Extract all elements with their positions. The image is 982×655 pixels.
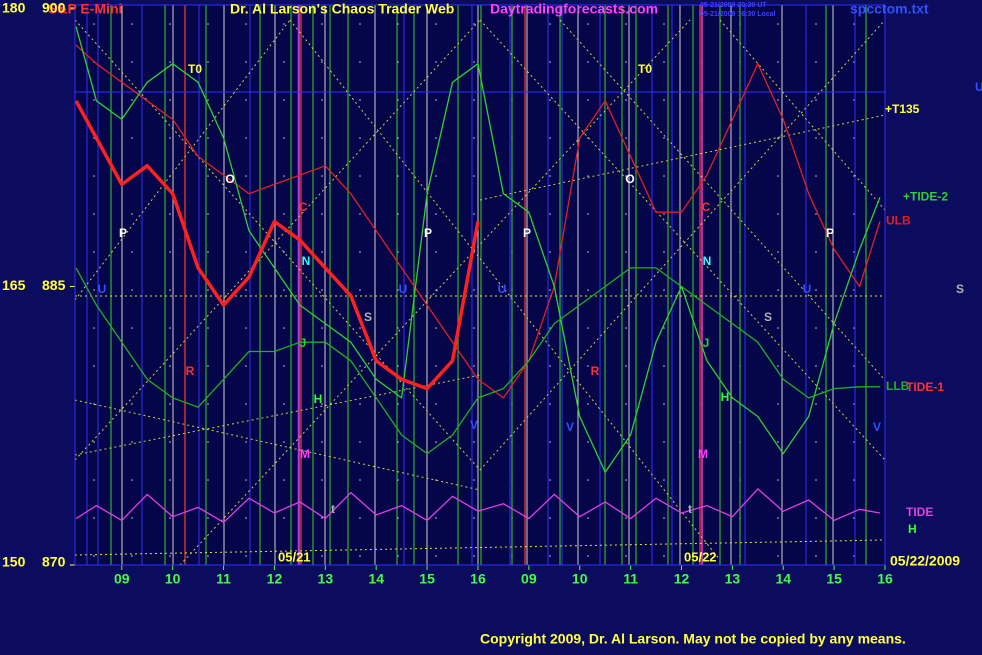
- date-label: 05/22/2009: [890, 553, 960, 569]
- plot-frame: [74, 4, 886, 566]
- geometry-line: [289, 19, 721, 561]
- timestamp: 05-21/2009 20:30 UT: [700, 2, 767, 9]
- annotation: J: [703, 336, 710, 350]
- date-label: 05/21: [278, 549, 311, 564]
- series-line: [75, 26, 881, 473]
- dot-grid: [75, 5, 885, 565]
- annotation: V: [566, 420, 574, 434]
- annotation: t: [331, 502, 335, 516]
- y-tick-label: 900: [42, 0, 66, 16]
- x-tick-label: 10: [165, 571, 181, 587]
- x-tick-label: 13: [318, 571, 334, 587]
- annotation: S: [764, 310, 772, 324]
- series-label: LLB: [886, 379, 910, 393]
- annotation: C: [299, 200, 308, 214]
- x-tick-label: 15: [826, 571, 842, 587]
- file-name: spcctom.txt: [850, 1, 929, 17]
- geometry-line: [479, 19, 886, 471]
- x-tick-label: 16: [470, 571, 486, 587]
- geometry-line: [74, 374, 481, 456]
- series-label: +TIDE-2: [903, 190, 948, 204]
- x-tick-label: 12: [267, 571, 283, 587]
- y2-tick-label: 165: [2, 277, 26, 293]
- x-tick-label: 13: [725, 571, 741, 587]
- annotation: +T135: [885, 102, 920, 116]
- annotation: U: [98, 282, 107, 296]
- geometry-line: [559, 19, 886, 381]
- timestamp: 05-21/2009 16:30 Local: [700, 11, 776, 18]
- geometry-line: [719, 19, 886, 211]
- annotation: S: [956, 282, 964, 296]
- annotation: R: [591, 364, 600, 378]
- series-line: [75, 44, 881, 399]
- x-tick-label: 11: [216, 571, 231, 587]
- annotation: O: [625, 172, 634, 186]
- annotation: O: [225, 172, 234, 186]
- series-label: TIDE: [906, 505, 933, 519]
- annotation: J: [300, 336, 307, 350]
- price-line: [74, 99, 480, 391]
- date-label: 05/22: [684, 549, 717, 564]
- y-tick-label: 885: [42, 277, 66, 293]
- x-tick-label: 09: [114, 571, 130, 587]
- x-tick-label: 16: [877, 571, 893, 587]
- x-tick-label: 09: [521, 571, 537, 587]
- annotation: V: [470, 418, 478, 432]
- annotation: R: [186, 364, 195, 378]
- annotation: V: [873, 420, 881, 434]
- annotation: T0: [188, 62, 202, 76]
- x-tick-label: 14: [775, 571, 791, 587]
- x-tick-label: 12: [674, 571, 690, 587]
- annotation: TIDE-1: [906, 380, 944, 394]
- annotation: N: [703, 254, 712, 268]
- annotation: C: [702, 200, 711, 214]
- y-tick-label: 870: [42, 554, 66, 570]
- annotation: U: [399, 282, 408, 296]
- y2-tick-label: 150: [2, 554, 26, 570]
- annotation: S: [364, 310, 372, 324]
- annotation: H: [908, 522, 917, 536]
- annotation: P: [523, 226, 531, 240]
- annotation: M: [698, 447, 708, 461]
- annotation: P: [119, 226, 127, 240]
- annotation: M: [300, 447, 310, 461]
- annotation: U: [975, 80, 982, 94]
- geometry-line: [74, 399, 481, 491]
- data-marks: [74, 26, 881, 523]
- annotation: H: [314, 392, 323, 406]
- annotation: U: [498, 282, 507, 296]
- series-line: [75, 488, 881, 523]
- copyright: Copyright 2009, Dr. Al Larson. May not b…: [480, 631, 906, 647]
- x-tick-label: 11: [623, 571, 638, 587]
- annotation: t: [688, 502, 692, 516]
- annotation: U: [803, 282, 812, 296]
- annotation: P: [424, 226, 432, 240]
- x-tick-label: 15: [419, 571, 435, 587]
- level-line: [74, 539, 886, 556]
- website: Daytradingforecasts.com: [490, 1, 658, 17]
- y2-tick-label: 180: [2, 0, 26, 16]
- series-label: ULB: [886, 214, 911, 228]
- geometry-line: [74, 19, 291, 301]
- x-tick-label: 14: [368, 571, 384, 587]
- geometry-line: [74, 19, 481, 471]
- geometry-line: [479, 114, 886, 201]
- annotation: P: [826, 226, 834, 240]
- chart-title: Dr. Al Larson's Chaos Trader Web: [230, 1, 454, 17]
- annotation: H: [721, 390, 730, 404]
- instrument: S&P E-Mini: [48, 1, 122, 17]
- annotation: T0: [638, 62, 652, 76]
- x-tick-label: 10: [572, 571, 588, 587]
- series-line: [75, 267, 880, 455]
- annotation: N: [302, 254, 311, 268]
